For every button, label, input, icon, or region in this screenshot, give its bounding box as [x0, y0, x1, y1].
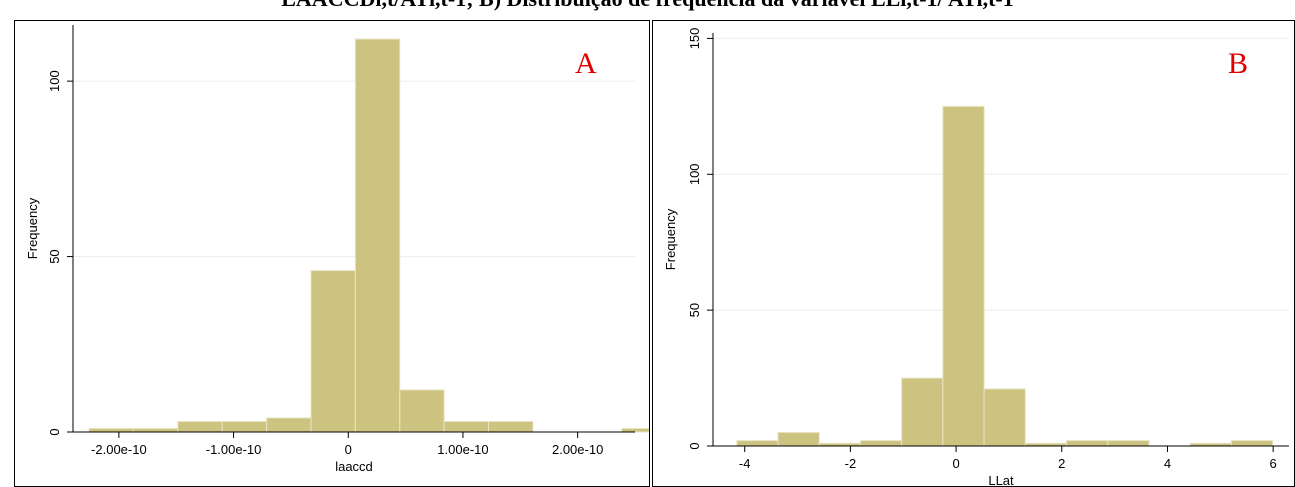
histogram-bar — [443, 420, 490, 433]
histogram-bar — [1107, 440, 1150, 447]
histogram-bar — [354, 38, 401, 433]
x-tick-label: 1.00e-10 — [437, 442, 488, 457]
histogram-bar — [88, 427, 134, 433]
histogram-bar — [901, 377, 944, 447]
y-tick-label: 0 — [47, 428, 62, 435]
y-tick-label: 100 — [47, 70, 62, 92]
y-tick-label: 50 — [687, 303, 702, 317]
y-axis-title: Frequency — [663, 208, 678, 270]
panel-label: A — [575, 47, 597, 80]
histogram-panel-b: -4 -2 0 2 4 6 0 50 100 150 LLat Frequency B — [652, 20, 1295, 487]
panel-label: B — [1228, 47, 1248, 80]
histogram-bar — [399, 389, 445, 433]
histogram-bar — [621, 427, 649, 433]
x-tick-label: -2.00e-10 — [91, 442, 147, 457]
histogram-bar — [1066, 440, 1109, 447]
y-tick-label: 100 — [687, 163, 702, 185]
y-tick-label: 150 — [687, 28, 702, 50]
x-axis-title: LLat — [988, 473, 1014, 487]
histogram-bar — [942, 105, 985, 447]
x-axis-title: laaccd — [335, 459, 373, 474]
x-tick-label: 6 — [1270, 456, 1277, 471]
x-tick-label: 0 — [345, 442, 352, 457]
x-tick-label: -2 — [845, 456, 857, 471]
x-tick-label: 4 — [1164, 456, 1171, 471]
y-tick-label: 0 — [687, 442, 702, 449]
y-axis-title: Frequency — [25, 197, 40, 259]
histogram-bar — [132, 427, 179, 433]
x-tick-label: 2 — [1058, 456, 1065, 471]
histogram-bar — [266, 417, 312, 433]
histogram-bar — [736, 440, 779, 447]
histogram-bar — [488, 420, 534, 433]
histogram-panel-a: -2.00e-10 -1.00e-10 0 1.00e-10 2.00e-10 0 50 10… — [14, 20, 650, 487]
x-tick-label: -1.00e-10 — [206, 442, 262, 457]
y-tick-label: 50 — [47, 249, 62, 263]
x-tick-label: -4 — [739, 456, 751, 471]
histogram-bar — [221, 420, 268, 433]
histogram-bar — [777, 431, 820, 447]
histogram-a-plot: -2.00e-10 -1.00e-10 0 1.00e-10 2.00e-10 0 50 10… — [25, 25, 649, 474]
figure-caption: LAACCDi,t/ATi,t-1; B) Distribuição de fr… — [0, 0, 1295, 12]
histogram-bar — [1230, 440, 1274, 447]
histogram-bar — [983, 388, 1026, 447]
histogram-bar — [310, 270, 356, 433]
x-tick-label: 2.00e-10 — [552, 442, 603, 457]
histogram-bar — [859, 440, 903, 447]
histogram-b-plot: -4 -2 0 2 4 6 0 50 100 150 LLat Frequency B — [663, 28, 1289, 487]
histogram-bar — [177, 420, 223, 433]
x-tick-label: 0 — [952, 456, 959, 471]
